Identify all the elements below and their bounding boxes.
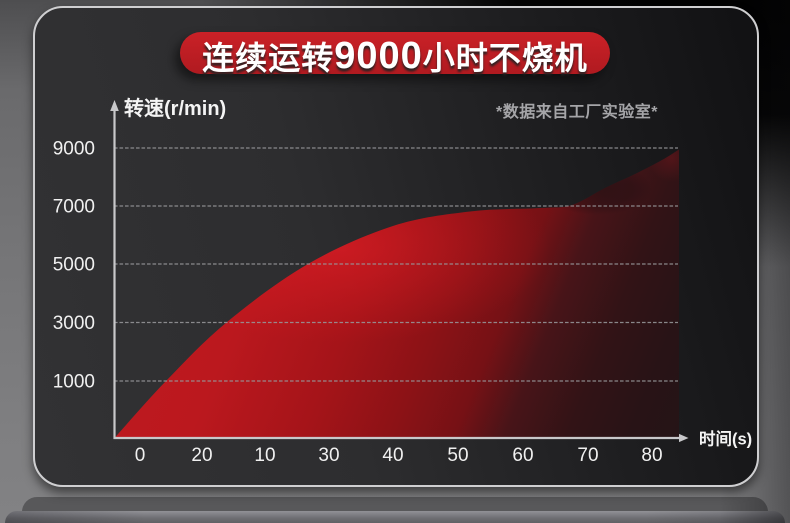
svg-text:40: 40 <box>382 445 403 466</box>
svg-text:30: 30 <box>318 445 339 466</box>
svg-text:10: 10 <box>254 445 275 466</box>
svg-text:0: 0 <box>135 445 146 466</box>
svg-text:5000: 5000 <box>53 255 95 276</box>
svg-text:9000: 9000 <box>53 139 95 160</box>
svg-text:1000: 1000 <box>53 372 95 393</box>
svg-text:70: 70 <box>577 445 598 466</box>
svg-text:3000: 3000 <box>53 313 95 334</box>
svg-text:50: 50 <box>447 445 468 466</box>
svg-text:80: 80 <box>641 445 662 466</box>
svg-text:转速(r/min): 转速(r/min) <box>124 96 226 120</box>
svg-text:60: 60 <box>512 445 533 466</box>
svg-text:时间(s): 时间(s) <box>699 429 752 449</box>
svg-text:20: 20 <box>191 445 212 466</box>
svg-text:7000: 7000 <box>53 197 95 218</box>
